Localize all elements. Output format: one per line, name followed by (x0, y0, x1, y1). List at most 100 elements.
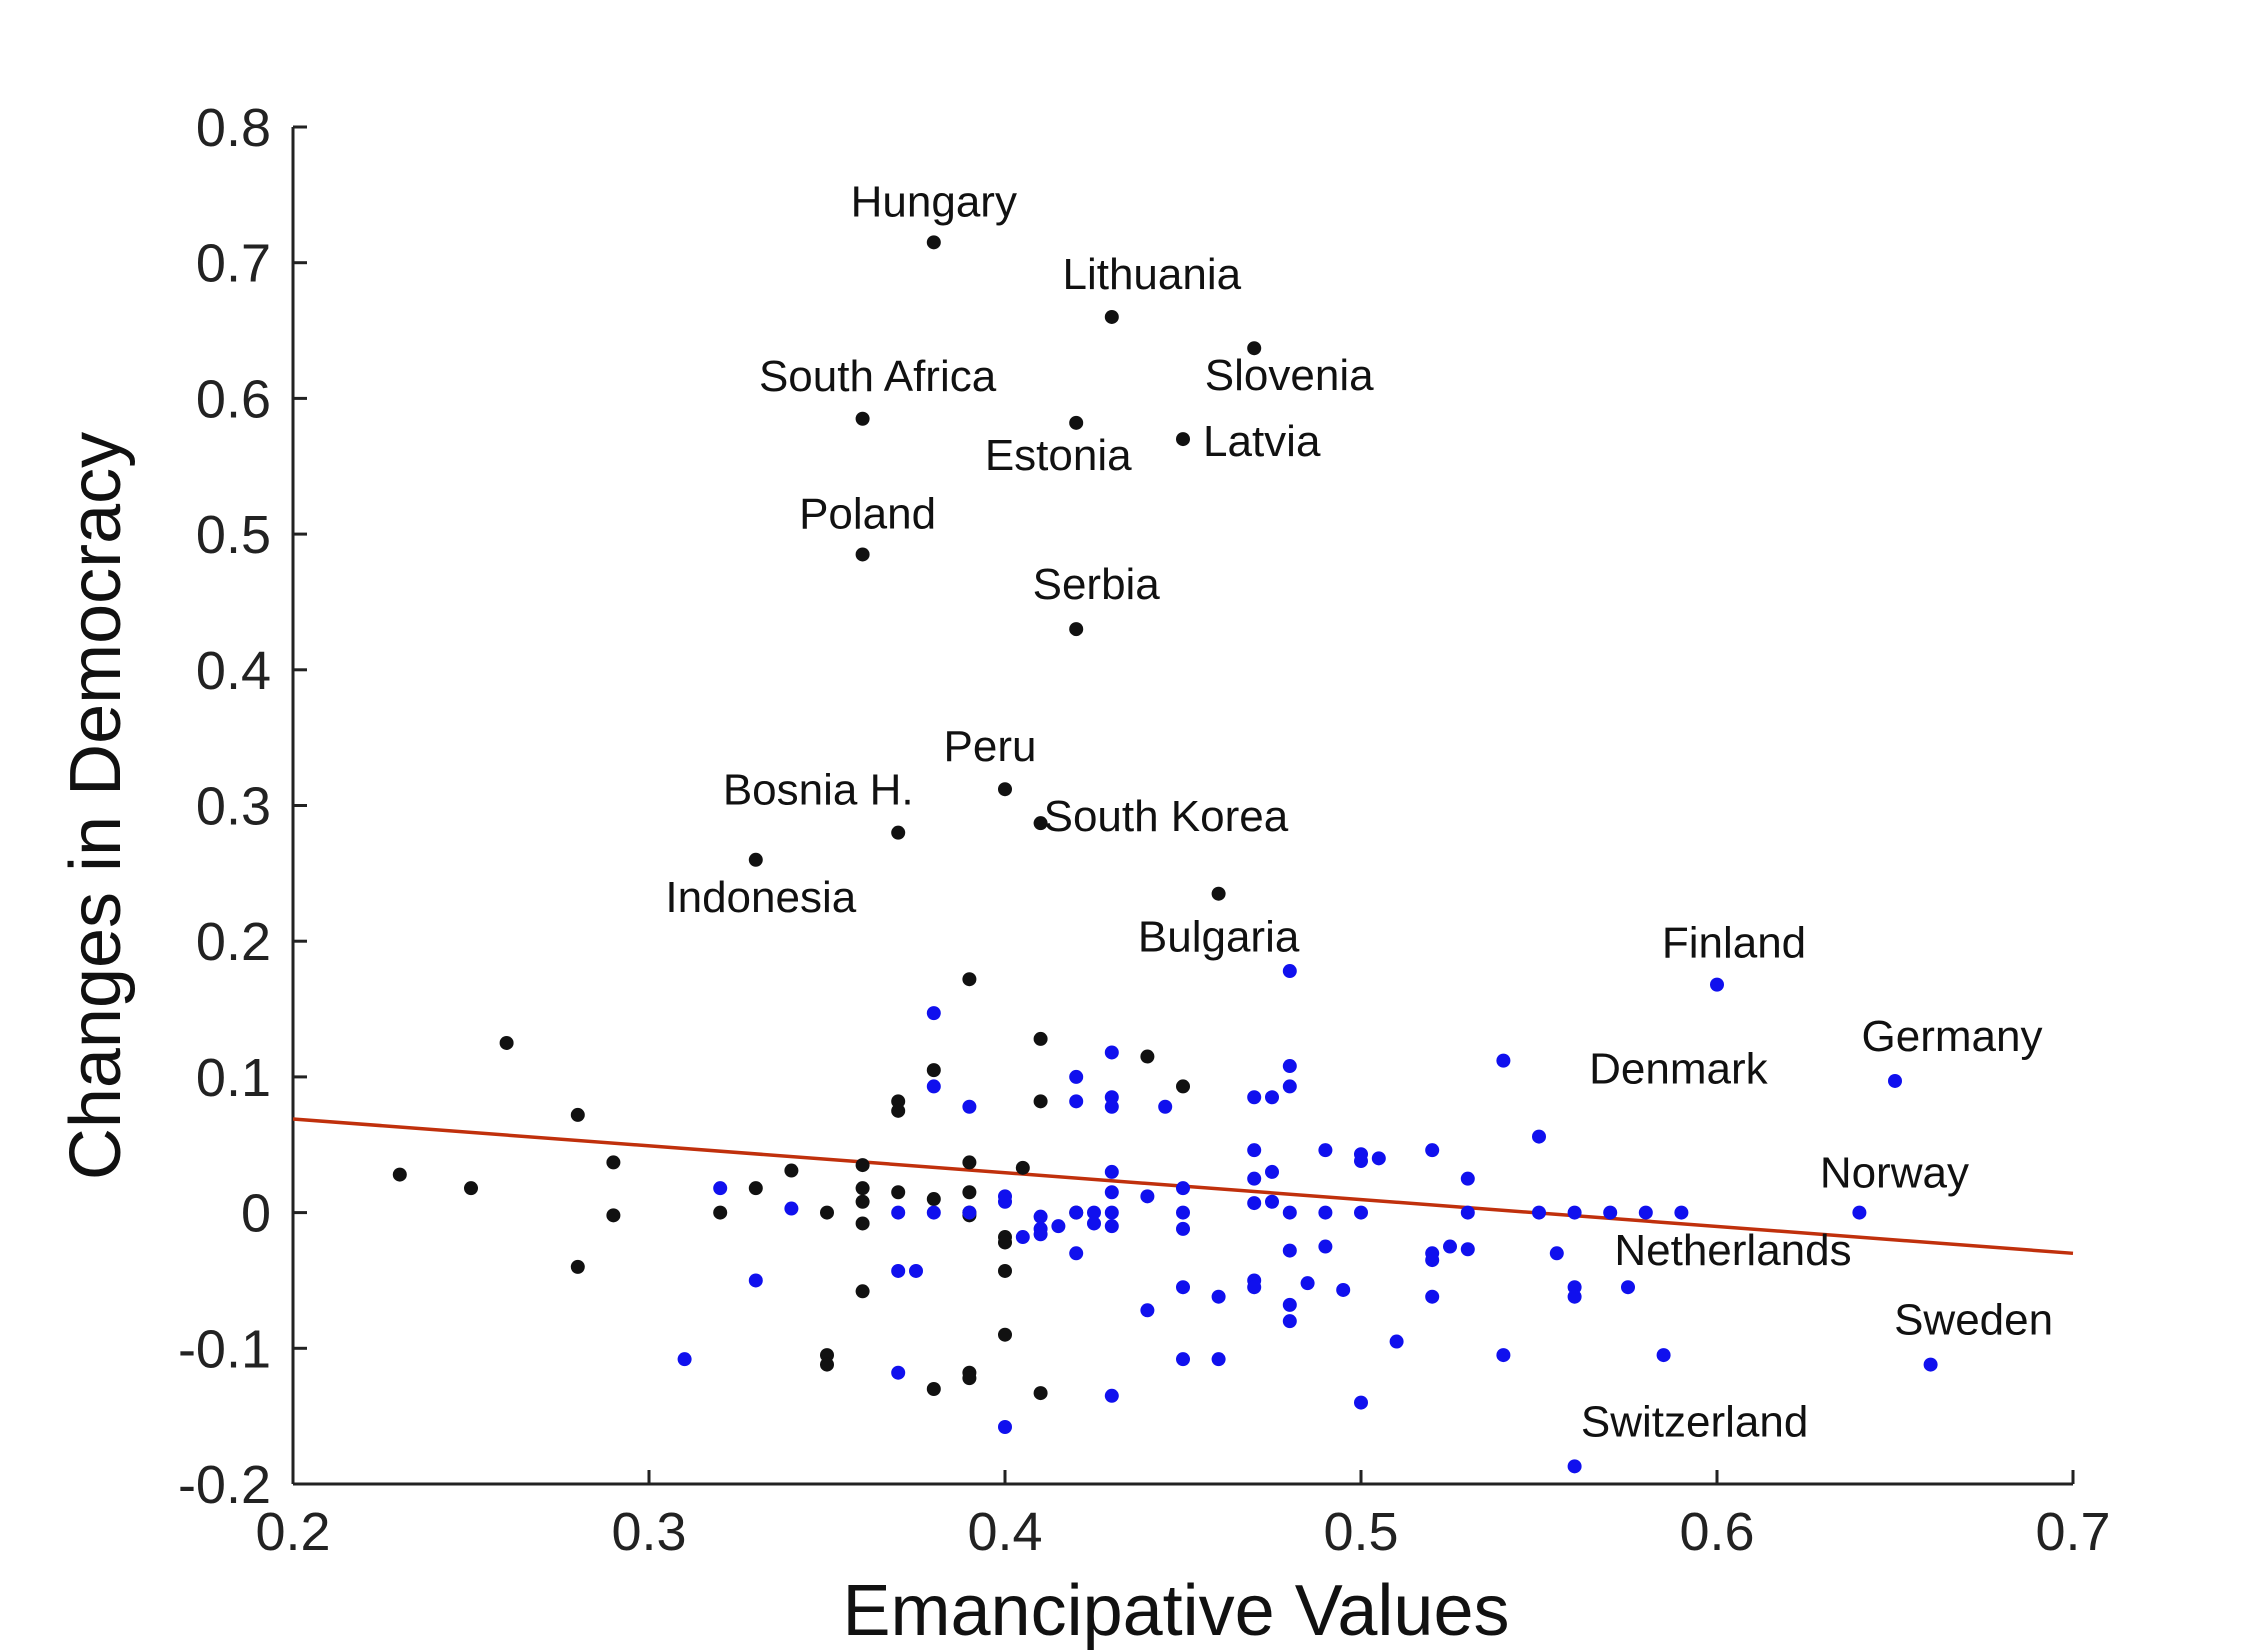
black-data-point (998, 1235, 1012, 1250)
blue-data-point (1265, 1164, 1279, 1179)
blue-data-point (1354, 1205, 1368, 1220)
blue-data-point (1104, 1045, 1119, 1060)
blue-data-point (1638, 1205, 1653, 1220)
blue-data-point (1104, 1205, 1119, 1220)
labeled-data-point (1211, 886, 1226, 901)
blue-data-point (1318, 1239, 1333, 1254)
black-data-point (962, 1155, 977, 1170)
blue-data-point (1087, 1216, 1101, 1231)
blue-data-point (1282, 1243, 1297, 1258)
y-tick-label: 0.5 (196, 505, 271, 565)
blue-data-point (1354, 1395, 1368, 1410)
blue-data-point (926, 1205, 941, 1220)
blue-data-point (1069, 1205, 1084, 1220)
blue-data-point (1104, 1388, 1119, 1403)
labeled-data-point (1496, 1053, 1511, 1068)
black-data-point (855, 1216, 870, 1231)
blue-data-point (1247, 1171, 1262, 1186)
black-data-point (606, 1208, 621, 1223)
blue-data-point (1282, 964, 1297, 979)
blue-data-point (1532, 1129, 1546, 1144)
black-data-point (784, 1163, 799, 1178)
blue-data-point (1176, 1221, 1190, 1236)
country-label: Bosnia H. (723, 766, 914, 815)
blue-data-point (1371, 1151, 1386, 1166)
data-points (392, 235, 1938, 1474)
country-label: Estonia (985, 431, 1132, 480)
blue-data-point (677, 1352, 692, 1367)
country-label: Bulgaria (1138, 913, 1300, 962)
blue-data-point (1656, 1348, 1671, 1363)
black-data-point (962, 1185, 977, 1200)
country-labels: Hungary Lithuania Slovenia South Africa Esto… (665, 177, 2053, 1446)
blue-data-point (1282, 1314, 1297, 1329)
black-data-point (855, 1158, 870, 1173)
country-label: Finland (1662, 919, 1806, 968)
country-label: Serbia (1033, 560, 1161, 609)
labeled-data-point (1247, 341, 1262, 356)
blue-data-point (1140, 1303, 1155, 1318)
country-label: Denmark (1589, 1045, 1768, 1094)
blue-data-point (1211, 1289, 1226, 1304)
y-axis-title: Changes in Democracy (56, 432, 136, 1180)
blue-data-point (962, 1205, 977, 1220)
y-tick-label: 0.8 (196, 98, 271, 158)
y-tick-label: 0.7 (196, 234, 271, 294)
country-label: Poland (799, 489, 936, 538)
blue-data-point (1211, 1352, 1226, 1367)
labeled-data-point (1888, 1073, 1902, 1088)
blue-data-point (998, 1420, 1012, 1435)
black-data-point (998, 1263, 1012, 1278)
y-tick-label: 0.3 (196, 777, 271, 837)
blue-data-point (891, 1365, 906, 1380)
blue-data-point (1443, 1239, 1457, 1254)
labeled-data-point (998, 782, 1012, 797)
blue-data-point (962, 1099, 977, 1114)
blue-data-point (1104, 1099, 1119, 1114)
labeled-data-point (1033, 816, 1048, 831)
blue-data-point (1140, 1189, 1155, 1204)
country-label: South Korea (1044, 792, 1289, 841)
x-tick-label: 0.4 (967, 1502, 1042, 1562)
blue-data-point (1176, 1205, 1190, 1220)
black-data-point (464, 1181, 478, 1196)
blue-data-point (1389, 1334, 1404, 1349)
black-data-point (713, 1205, 728, 1220)
blue-data-point (1318, 1205, 1333, 1220)
x-tick-label: 0.5 (1323, 1502, 1398, 1562)
black-data-point (1015, 1160, 1030, 1175)
country-label: Switzerland (1581, 1397, 1808, 1446)
black-data-point (926, 1382, 941, 1397)
blue-data-point (1282, 1205, 1297, 1220)
country-label: Netherlands (1614, 1226, 1851, 1275)
country-label: South Africa (759, 352, 997, 401)
blue-data-point (1176, 1280, 1190, 1295)
blue-data-point (1318, 1143, 1333, 1158)
blue-data-point (1674, 1205, 1689, 1220)
blue-data-point (1425, 1143, 1440, 1158)
labeled-data-point (855, 547, 870, 562)
blue-data-point (1051, 1219, 1066, 1234)
blue-data-point (1158, 1099, 1173, 1114)
black-data-point (570, 1107, 585, 1122)
blue-data-point (1460, 1205, 1475, 1220)
black-data-point (820, 1205, 834, 1220)
black-data-point (891, 1103, 906, 1118)
blue-data-point (1460, 1171, 1475, 1186)
x-tick-label: 0.7 (2035, 1502, 2110, 1562)
blue-data-point (1265, 1194, 1279, 1209)
country-label: Slovenia (1205, 351, 1374, 400)
country-label: Germany (1862, 1012, 2043, 1061)
blue-data-point (1069, 1246, 1084, 1261)
y-tick-label: -0.2 (178, 1455, 271, 1515)
blue-data-point (1549, 1246, 1564, 1261)
black-data-point (855, 1194, 870, 1209)
country-label: Norway (1820, 1149, 1969, 1198)
blue-data-point (1354, 1154, 1368, 1169)
x-tick-label: 0.3 (611, 1502, 686, 1562)
blue-data-point (1033, 1209, 1048, 1224)
blue-data-point (1282, 1079, 1297, 1094)
black-data-point (748, 1181, 763, 1196)
black-data-point (855, 1181, 870, 1196)
black-data-point (962, 972, 977, 987)
